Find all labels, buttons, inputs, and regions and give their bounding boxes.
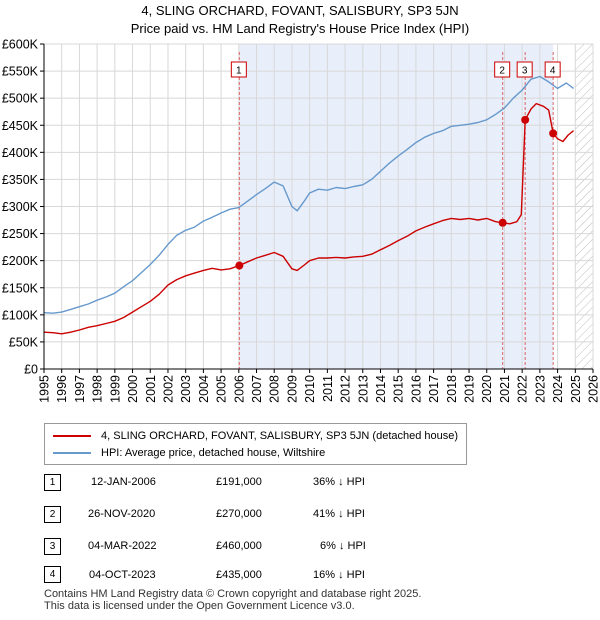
row-price: £191,000 xyxy=(216,476,262,488)
sale-point xyxy=(235,261,244,270)
footer-line-2: This data is licensed under the Open Gov… xyxy=(44,600,355,612)
y-tick-label: £350K xyxy=(2,173,39,187)
y-tick-label: £300K xyxy=(2,200,39,214)
x-tick-label: 2014 xyxy=(374,375,388,403)
sale-marker-box xyxy=(494,61,511,78)
series-line xyxy=(43,102,574,335)
x-tick-label: 2017 xyxy=(427,375,441,403)
sale-point xyxy=(498,218,507,227)
x-tick-label: 2018 xyxy=(445,375,459,403)
sale-point xyxy=(549,129,558,138)
y-tick-label: £400K xyxy=(2,146,39,160)
sale-marker-box xyxy=(230,61,247,78)
x-tick-label: 2003 xyxy=(179,375,193,403)
chart-title: 4, SLING ORCHARD, FOVANT, SALISBURY, SP3… xyxy=(141,3,459,18)
row-number-badge: 4 xyxy=(44,566,61,583)
x-tick-label: 2005 xyxy=(215,375,229,403)
x-tick-label: 2026 xyxy=(587,375,600,403)
series-line xyxy=(43,75,574,314)
y-tick-label: £550K xyxy=(2,65,39,79)
row-number-badge: 2 xyxy=(44,506,61,523)
y-tick-label: £250K xyxy=(2,227,39,241)
x-tick-label: 2008 xyxy=(268,375,282,403)
x-tick-label: 2021 xyxy=(498,375,512,403)
x-tick-label: 2024 xyxy=(551,375,565,403)
x-tick-label: 2001 xyxy=(144,375,158,403)
row-price: £270,000 xyxy=(216,508,262,520)
x-tick-label: 2015 xyxy=(392,375,406,403)
y-tick-label: £500K xyxy=(2,92,39,106)
x-tick-label: 2002 xyxy=(161,375,175,403)
y-tick-label: £100K xyxy=(2,308,39,322)
x-tick-label: 1998 xyxy=(91,375,105,403)
y-tick-label: £600K xyxy=(2,38,39,52)
x-tick-label: 2019 xyxy=(463,375,477,403)
row-date: 26-NOV-2020 xyxy=(88,508,156,520)
x-tick-label: 2006 xyxy=(232,375,246,403)
x-tick-label: 2023 xyxy=(533,375,547,403)
legend-item-blue: HPI: Average price, detached house, Wilt… xyxy=(53,445,325,461)
sale-marker-label: 2 xyxy=(499,66,505,77)
legend-blue-swatch xyxy=(53,452,91,454)
price-chart: 1 2 3 4 £0 £50K £100K £150K £200K £250K £300K £350… xyxy=(2,38,600,403)
x-tick-label: 2016 xyxy=(409,375,423,403)
x-tick-label: 2007 xyxy=(250,375,264,403)
sale-point xyxy=(521,115,530,124)
sale-marker-box xyxy=(516,61,533,78)
footer-line-1: Contains HM Land Registry data © Crown c… xyxy=(44,588,422,600)
row-price: £460,000 xyxy=(216,540,262,552)
sale-marker-label: 4 xyxy=(550,66,556,77)
row-date: 04-OCT-2023 xyxy=(89,569,156,581)
sale-marker-box xyxy=(544,61,561,78)
row-date: 04-MAR-2022 xyxy=(88,540,157,552)
x-tick-label: 1999 xyxy=(108,375,122,403)
x-tick-label: 2022 xyxy=(516,375,530,403)
x-tick-label: 2012 xyxy=(339,375,353,403)
legend-item-red: 4, SLING ORCHARD, FOVANT, SALISBURY, SP3… xyxy=(53,428,458,444)
legend-blue-label: HPI: Average price, detached house, Wilt… xyxy=(101,447,326,459)
y-tick-label: £50K xyxy=(9,335,39,349)
x-tick-label: 1995 xyxy=(38,375,52,403)
legend-red-label: 4, SLING ORCHARD, FOVANT, SALISBURY, SP3… xyxy=(101,430,459,442)
row-price: £435,000 xyxy=(216,569,262,581)
row-date: 12-JAN-2006 xyxy=(91,476,156,488)
y-tick-label: £200K xyxy=(2,254,39,268)
x-tick-label: 2010 xyxy=(303,375,317,403)
footer-attribution: Contains HM Land Registry data © Crown c… xyxy=(44,588,421,612)
chart-subtitle: Price paid vs. HM Land Registry's House … xyxy=(130,21,470,36)
x-tick-label: 2020 xyxy=(480,375,494,403)
row-hpi-diff: 41% ↓ HPI xyxy=(313,508,365,520)
sale-marker-label: 3 xyxy=(522,66,528,77)
row-hpi-diff: 16% ↓ HPI xyxy=(313,569,365,581)
legend-red-swatch xyxy=(53,435,91,437)
sale-marker-label: 1 xyxy=(236,66,242,77)
x-tick-label: 2000 xyxy=(126,375,140,403)
row-number-badge: 1 xyxy=(44,474,61,491)
x-tick-label: 1997 xyxy=(73,375,87,403)
x-tick-label: 2011 xyxy=(321,375,335,402)
legend: 4, SLING ORCHARD, FOVANT, SALISBURY, SP3… xyxy=(44,423,467,465)
x-tick-label: 2025 xyxy=(569,375,583,403)
row-hpi-diff: 6% ↓ HPI xyxy=(320,540,366,552)
x-tick-label: 1996 xyxy=(55,375,69,403)
y-tick-label: £450K xyxy=(2,119,39,133)
x-tick-label: 2004 xyxy=(197,375,211,403)
x-tick-label: 2013 xyxy=(356,375,370,403)
x-tick-label: 2009 xyxy=(285,375,299,403)
y-tick-label: £150K xyxy=(2,281,39,295)
row-hpi-diff: 36% ↓ HPI xyxy=(313,476,365,488)
y-tick-label: £0 xyxy=(24,363,38,377)
row-number-badge: 3 xyxy=(44,538,61,555)
